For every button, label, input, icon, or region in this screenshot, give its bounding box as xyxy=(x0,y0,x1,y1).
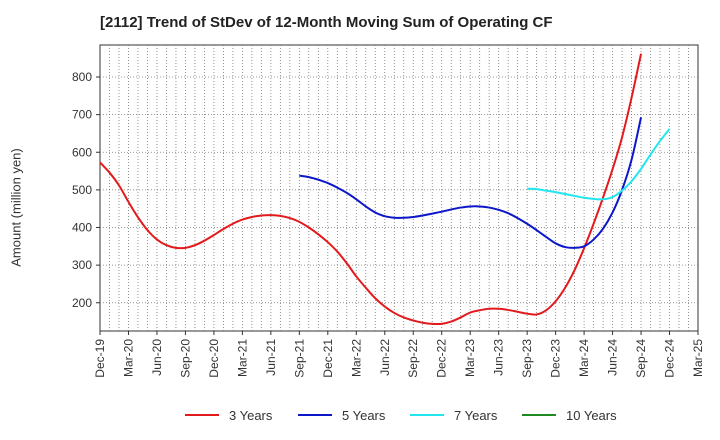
series-line-7-years xyxy=(527,128,671,201)
x-tick-label: Sep-20 xyxy=(178,339,192,378)
y-tick-label: 300 xyxy=(72,258,92,272)
x-tick-label: Sep-21 xyxy=(292,339,306,378)
legend-item-10-years: 10 Years xyxy=(522,405,617,425)
y-tick-label: 600 xyxy=(72,145,92,159)
legend-label: 10 Years xyxy=(566,407,617,423)
x-tick-label: Dec-19 xyxy=(93,339,107,378)
y-axis-label: Amount (million yen) xyxy=(8,148,24,267)
x-tick-label: Mar-23 xyxy=(463,339,477,377)
x-tick-label: Jun-21 xyxy=(264,339,278,376)
x-tick-label: Sep-23 xyxy=(520,339,534,378)
legend-item-7-years: 7 Years xyxy=(410,405,497,425)
series-line-3-years xyxy=(99,53,643,326)
x-tick-label: Jun-20 xyxy=(150,339,164,376)
x-tick-label: Sep-22 xyxy=(406,339,420,378)
series-line-5-years xyxy=(299,117,643,249)
legend-label: 3 Years xyxy=(229,407,273,423)
y-tick-label: 400 xyxy=(72,221,92,235)
x-tick-label: Dec-24 xyxy=(663,339,677,378)
x-tick-label: Jun-23 xyxy=(492,339,506,376)
legend-item-3-years: 3 Years xyxy=(185,405,272,425)
y-tick-label: 700 xyxy=(72,108,92,122)
x-tick-label: Dec-21 xyxy=(321,339,335,378)
y-tick-label: 800 xyxy=(72,70,92,84)
x-tick-label: Mar-20 xyxy=(121,339,135,377)
legend-item-5-years: 5 Years xyxy=(298,405,385,425)
legend-swatch xyxy=(410,414,444,416)
legend-label: 7 Years xyxy=(454,407,498,423)
legend-swatch xyxy=(298,414,332,416)
y-tick-label: 200 xyxy=(72,296,92,310)
x-tick-label: Dec-20 xyxy=(207,339,221,378)
x-tick-label: Jun-22 xyxy=(378,339,392,376)
x-tick-label: Mar-22 xyxy=(349,339,363,377)
chart-title: [2112] Trend of StDev of 12-Month Moving… xyxy=(100,14,553,31)
x-tick-label: Mar-25 xyxy=(691,339,705,377)
x-tick-label: Mar-24 xyxy=(577,339,591,377)
legend-swatch xyxy=(185,414,219,416)
x-tick-label: Dec-23 xyxy=(549,339,563,378)
legend-swatch xyxy=(522,414,556,416)
plot-frame xyxy=(99,44,699,332)
x-tick-label: Jun-24 xyxy=(606,339,620,376)
legend-label: 5 Years xyxy=(342,407,386,423)
y-tick-label: 500 xyxy=(72,183,92,197)
x-tick-label: Dec-22 xyxy=(435,339,449,378)
x-tick-label: Sep-24 xyxy=(634,339,648,378)
legend: 3 Years 5 Years 7 Years 10 Years xyxy=(0,405,720,427)
x-tick-label: Mar-21 xyxy=(235,339,249,377)
